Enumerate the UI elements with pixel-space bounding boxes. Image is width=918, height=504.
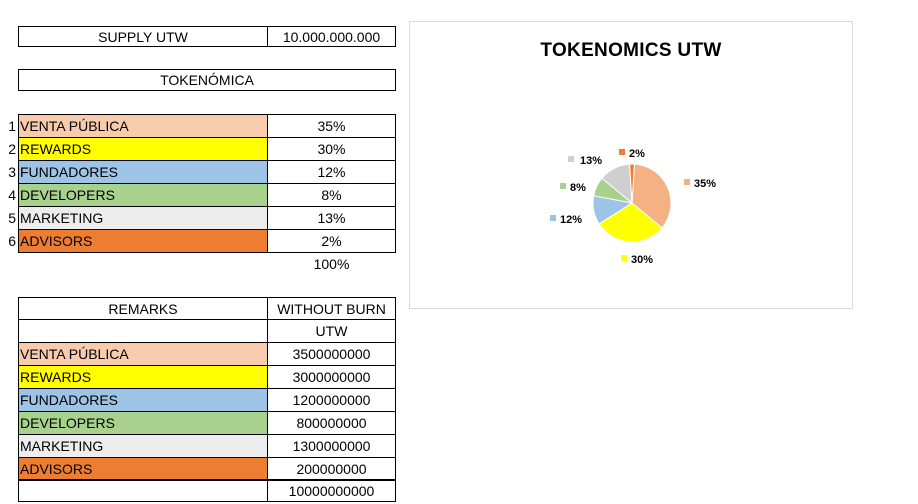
data-label: 13% bbox=[580, 155, 602, 167]
remarks-row-label: MARKETING bbox=[18, 434, 268, 458]
remarks-row-amount: 200000000 bbox=[267, 457, 396, 481]
remarks-row-amount: 3500000000 bbox=[267, 342, 396, 366]
data-label: 8% bbox=[570, 182, 586, 194]
data-label: 2% bbox=[629, 148, 645, 160]
unit-cell: UTW bbox=[267, 319, 396, 343]
row-number: 2 bbox=[8, 140, 16, 157]
pie-slice bbox=[631, 163, 672, 229]
tokenomica-title: TOKENÓMICA bbox=[18, 69, 396, 91]
row-number: 6 bbox=[8, 232, 16, 249]
tokenomica-row-percent: 30% bbox=[267, 137, 396, 161]
tokenomica-row-label: VENTA PÚBLICA bbox=[18, 114, 268, 138]
tokenomica-row-label: ADVISORS bbox=[18, 229, 268, 253]
remarks-row-label: VENTA PÚBLICA bbox=[18, 342, 268, 366]
supply-value: 10.000.000.000 bbox=[267, 26, 396, 47]
data-label-marker bbox=[560, 183, 566, 189]
row-number: 4 bbox=[8, 186, 16, 203]
remarks-row-label: DEVELOPERS bbox=[18, 411, 268, 435]
remarks-total: 10000000000 bbox=[267, 479, 396, 502]
data-label: 35% bbox=[694, 178, 716, 190]
pie-slice bbox=[598, 202, 663, 243]
remarks-row-amount: 1300000000 bbox=[267, 434, 396, 458]
pie-chart: TOKENOMICS UTW 35% 30% 12% 8% 13% 2% bbox=[409, 21, 853, 309]
tokenomica-row-percent: 2% bbox=[267, 229, 396, 253]
data-label-marker bbox=[621, 255, 627, 261]
remarks-total-blank bbox=[18, 479, 268, 502]
remarks-row-label: ADVISORS bbox=[18, 457, 268, 481]
tokenomica-row-percent: 8% bbox=[267, 183, 396, 207]
data-label-marker bbox=[684, 179, 690, 185]
remarks-row-label: REWARDS bbox=[18, 365, 268, 389]
remarks-blank-cell bbox=[18, 319, 268, 343]
tokenomica-row-percent: 35% bbox=[267, 114, 396, 138]
tokenomica-row-label: FUNDADORES bbox=[18, 160, 268, 184]
data-label-marker bbox=[619, 149, 625, 155]
pie-slice bbox=[629, 163, 635, 204]
row-number: 5 bbox=[8, 209, 16, 226]
tokenomica-row-label: REWARDS bbox=[18, 137, 268, 161]
tokenomica-row-label: DEVELOPERS bbox=[18, 183, 268, 207]
remarks-row-amount: 800000000 bbox=[267, 411, 396, 435]
row-number: 3 bbox=[8, 163, 16, 180]
remarks-row-amount: 3000000000 bbox=[267, 365, 396, 389]
data-label: 30% bbox=[631, 254, 653, 266]
chart-title: TOKENOMICS UTW bbox=[540, 40, 722, 61]
tokenomica-row-percent: 12% bbox=[267, 160, 396, 184]
remarks-row-amount: 1200000000 bbox=[267, 388, 396, 412]
tokenomica-total: 100% bbox=[313, 255, 350, 272]
data-label: 12% bbox=[560, 214, 582, 226]
tokenomica-row-percent: 13% bbox=[267, 206, 396, 230]
data-label-marker bbox=[568, 156, 574, 162]
without-burn-header: WITHOUT BURN bbox=[267, 297, 396, 320]
remarks-row-label: FUNDADORES bbox=[18, 388, 268, 412]
data-label-marker bbox=[550, 215, 556, 221]
supply-label: SUPPLY UTW bbox=[18, 26, 268, 47]
remarks-header: REMARKS bbox=[18, 297, 268, 320]
pie-svg: 35% 30% 12% 8% 13% 2% bbox=[550, 148, 716, 266]
tokenomica-row-label: MARKETING bbox=[18, 206, 268, 230]
row-number: 1 bbox=[8, 117, 16, 134]
